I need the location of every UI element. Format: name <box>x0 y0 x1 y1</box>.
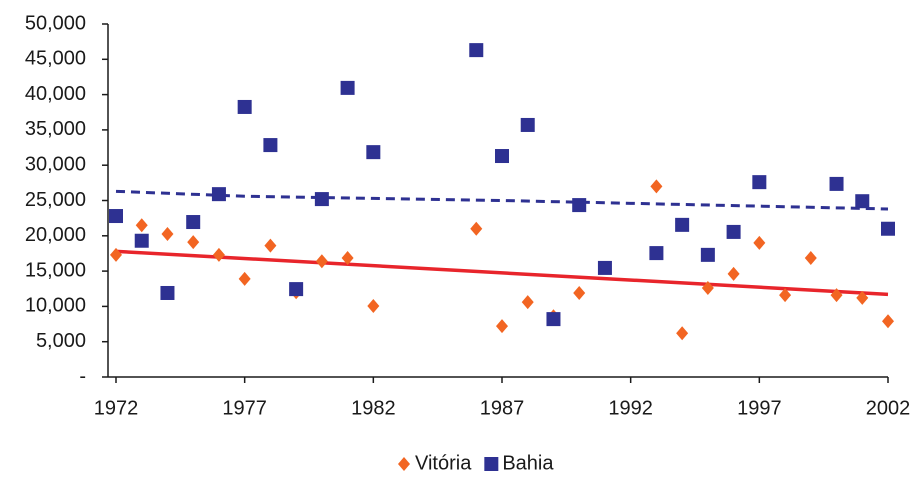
marker <box>160 285 175 300</box>
y-tick-label: 20,000 <box>25 224 86 246</box>
marker <box>161 227 174 242</box>
marker <box>829 176 844 191</box>
marker <box>546 312 561 327</box>
x-tick-label: 1982 <box>351 397 396 419</box>
marker <box>289 282 304 297</box>
y-tick-label: 40,000 <box>25 83 86 105</box>
marker <box>187 235 200 250</box>
marker <box>109 209 123 224</box>
marker <box>469 43 484 58</box>
legend-label: Bahia <box>502 452 554 474</box>
marker <box>134 233 149 248</box>
marker <box>701 281 714 296</box>
x-tick-label: 1972 <box>94 397 139 419</box>
marker <box>830 288 843 303</box>
x-tick-label: 1992 <box>608 397 653 419</box>
x-tick-label: 2002 <box>866 397 911 419</box>
y-tick-label: - <box>79 365 86 387</box>
marker <box>470 221 483 236</box>
trend-line <box>115 189 889 211</box>
marker <box>211 187 226 202</box>
marker <box>855 194 870 209</box>
y-tick-label: 10,000 <box>25 295 86 317</box>
marker <box>212 247 225 262</box>
y-tick-label: 25,000 <box>25 189 86 211</box>
y-tick-label: 45,000 <box>25 48 86 70</box>
marker <box>726 224 741 239</box>
marker <box>882 314 894 329</box>
marker <box>752 175 767 190</box>
marker <box>237 99 252 114</box>
marker <box>135 218 148 233</box>
marker <box>650 179 663 194</box>
marker <box>804 251 817 266</box>
marker <box>675 217 690 232</box>
x-tick-label: 1977 <box>222 397 267 419</box>
marker <box>366 145 381 160</box>
y-tick-label: 50,000 <box>25 12 86 34</box>
marker <box>753 235 766 250</box>
marker <box>314 192 329 207</box>
trend-line <box>115 249 889 297</box>
y-tick-label: 15,000 <box>25 259 86 281</box>
marker <box>521 295 534 310</box>
marker <box>856 290 869 305</box>
marker <box>315 254 328 269</box>
y-tick-label: 5,000 <box>36 330 86 352</box>
legend-label: Vitória <box>415 452 472 474</box>
marker <box>340 80 355 95</box>
marker <box>264 238 277 253</box>
marker <box>186 215 201 230</box>
marker <box>263 138 278 153</box>
marker <box>495 149 509 164</box>
marker <box>573 285 586 300</box>
y-tick-label: 35,000 <box>25 118 86 140</box>
marker <box>572 198 587 213</box>
marker <box>676 326 689 341</box>
legend-marker <box>398 457 410 471</box>
marker <box>238 271 251 286</box>
marker <box>496 319 508 334</box>
x-tick-label: 1997 <box>737 397 782 419</box>
marker <box>779 288 792 303</box>
marker <box>520 117 535 132</box>
marker <box>597 260 612 275</box>
marker <box>700 247 715 262</box>
marker <box>341 251 354 266</box>
marker <box>727 266 740 281</box>
x-tick-label: 1987 <box>480 397 525 419</box>
marker <box>881 221 895 236</box>
y-tick-label: 30,000 <box>25 153 86 175</box>
marker <box>110 247 122 262</box>
marker <box>367 299 380 314</box>
legend-marker <box>484 457 499 471</box>
marker <box>649 246 664 261</box>
